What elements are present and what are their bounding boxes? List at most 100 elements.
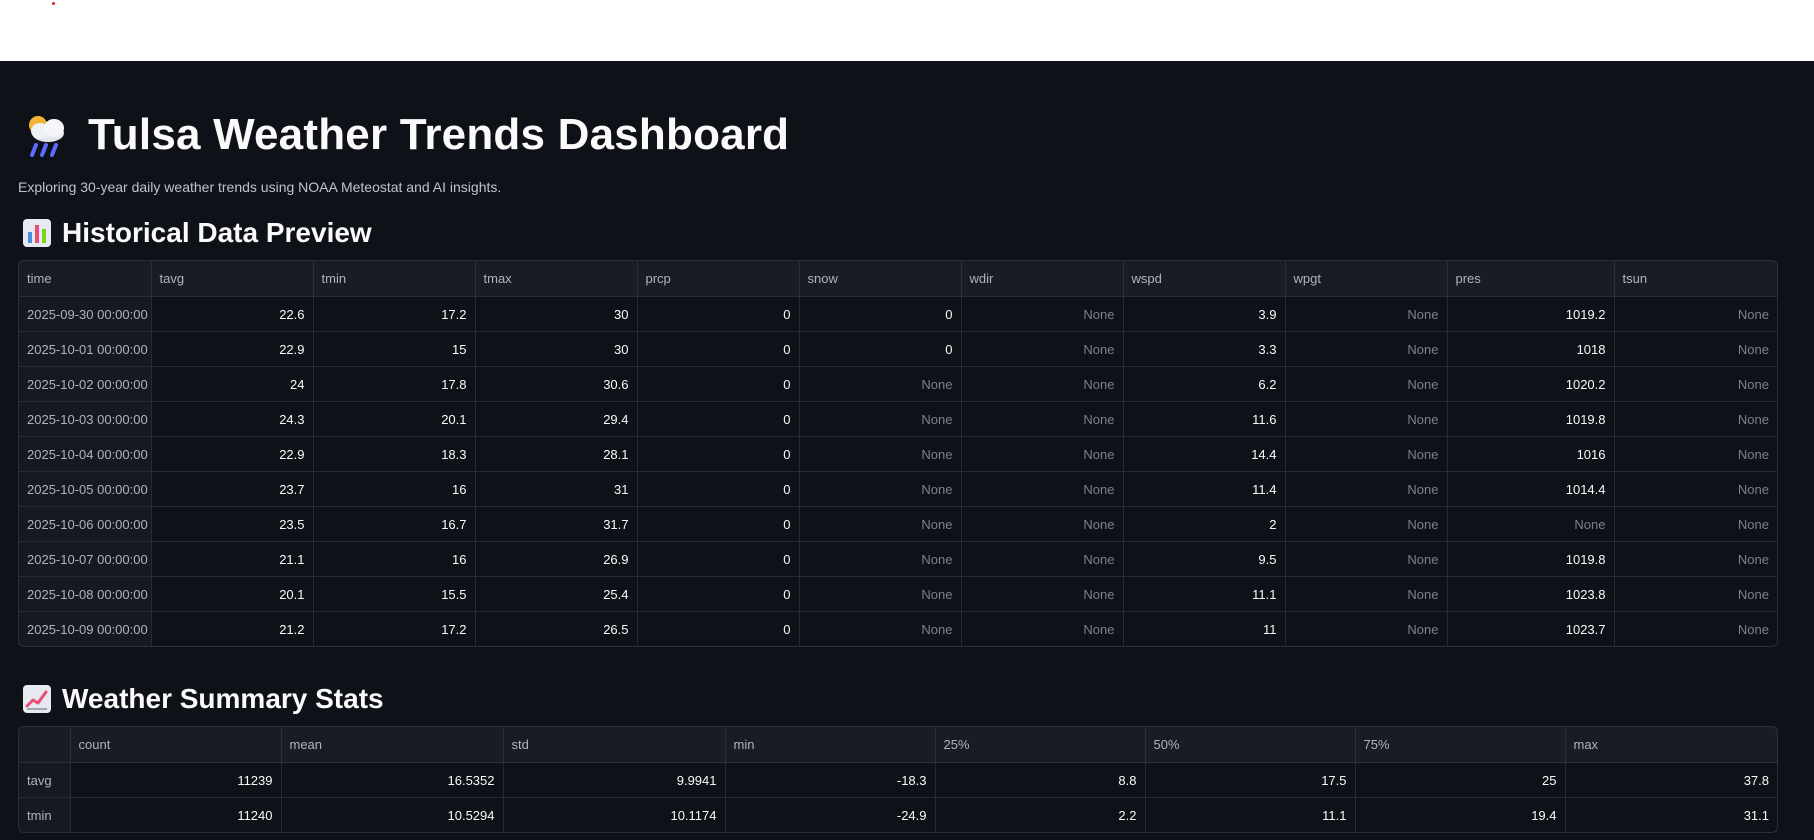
- table-cell[interactable]: None: [1285, 611, 1448, 646]
- table-cell[interactable]: None: [961, 436, 1124, 472]
- table-cell[interactable]: 25.4: [475, 576, 638, 612]
- table-cell[interactable]: None: [799, 506, 962, 542]
- historical-column-header[interactable]: wspd: [1123, 261, 1286, 297]
- table-cell[interactable]: 0: [637, 401, 800, 437]
- historical-column-header[interactable]: tmin: [313, 261, 476, 297]
- historical-column-header[interactable]: time: [19, 261, 152, 297]
- row-index-cell[interactable]: 2025-10-09 00:00:00: [19, 611, 152, 646]
- table-cell[interactable]: None: [1447, 506, 1615, 542]
- table-cell[interactable]: None: [1285, 576, 1448, 612]
- table-cell[interactable]: 11.6: [1123, 401, 1286, 437]
- table-cell[interactable]: 23.5: [151, 506, 314, 542]
- table-cell[interactable]: None: [1285, 541, 1448, 577]
- table-cell[interactable]: 0: [637, 506, 800, 542]
- table-cell[interactable]: 30: [475, 296, 638, 332]
- table-cell[interactable]: 29.4: [475, 401, 638, 437]
- summary-column-header[interactable]: 50%: [1145, 727, 1356, 763]
- historical-column-header[interactable]: snow: [799, 261, 962, 297]
- table-cell[interactable]: None: [799, 576, 962, 612]
- table-cell[interactable]: 0: [637, 366, 800, 402]
- table-cell[interactable]: 31: [475, 471, 638, 507]
- summary-stats-table[interactable]: count mean std min 25% 50% 75% max tavg 11239 16.…: [18, 726, 1778, 833]
- table-cell[interactable]: 3.3: [1123, 331, 1286, 367]
- table-cell[interactable]: 37.8: [1565, 762, 1777, 798]
- summary-column-header[interactable]: 75%: [1355, 727, 1566, 763]
- summary-column-header[interactable]: max: [1565, 727, 1777, 763]
- table-cell[interactable]: 28.1: [475, 436, 638, 472]
- table-cell[interactable]: 17.8: [313, 366, 476, 402]
- table-cell[interactable]: 1019.2: [1447, 296, 1615, 332]
- table-cell[interactable]: 11.1: [1145, 797, 1356, 832]
- historical-column-header[interactable]: prcp: [637, 261, 800, 297]
- table-cell[interactable]: None: [1737, 621, 1769, 637]
- table-cell[interactable]: 17.2: [313, 611, 476, 646]
- table-cell[interactable]: None: [799, 471, 962, 507]
- table-cell[interactable]: None: [1614, 576, 1777, 612]
- table-cell[interactable]: 17.2: [313, 296, 476, 332]
- row-index-cell[interactable]: 2025-10-03 00:00:00: [19, 401, 152, 437]
- table-cell[interactable]: None: [961, 401, 1124, 437]
- table-cell[interactable]: 16: [313, 471, 476, 507]
- table-cell[interactable]: 21.1: [151, 541, 314, 577]
- table-cell[interactable]: 15: [313, 331, 476, 367]
- table-cell[interactable]: 30: [475, 331, 638, 367]
- table-cell[interactable]: 1014.4: [1447, 471, 1615, 507]
- summary-column-header[interactable]: std: [503, 727, 726, 763]
- table-cell[interactable]: 2.2: [935, 797, 1146, 832]
- table-cell[interactable]: 1016: [1447, 436, 1615, 472]
- row-index-cell[interactable]: 2025-10-06 00:00:00: [19, 506, 152, 542]
- table-cell[interactable]: 0: [799, 331, 962, 367]
- table-cell[interactable]: 25: [1355, 762, 1566, 798]
- table-cell[interactable]: None: [961, 331, 1124, 367]
- summary-column-header[interactable]: count: [70, 727, 282, 763]
- table-cell[interactable]: 1020.2: [1447, 366, 1615, 402]
- historical-data-table[interactable]: time tavg tmin tmax prcp snow wdir wspd wpgt pres…: [18, 260, 1778, 647]
- table-cell[interactable]: 0: [637, 611, 800, 646]
- table-cell[interactable]: -18.3: [725, 762, 936, 798]
- row-index-cell[interactable]: 2025-09-30 00:00:00: [19, 296, 152, 332]
- table-cell[interactable]: 31.1: [1743, 807, 1769, 823]
- table-cell[interactable]: None: [1285, 366, 1448, 402]
- table-cell[interactable]: None: [1614, 401, 1777, 437]
- row-index-cell[interactable]: 2025-10-02 00:00:00: [19, 366, 152, 402]
- historical-column-header[interactable]: tavg: [151, 261, 314, 297]
- table-cell[interactable]: 11.4: [1123, 471, 1286, 507]
- table-cell[interactable]: 10.1174: [503, 797, 726, 832]
- table-cell[interactable]: None: [1285, 506, 1448, 542]
- table-cell[interactable]: 22.9: [151, 436, 314, 472]
- table-cell[interactable]: 26.9: [475, 541, 638, 577]
- table-cell[interactable]: 26.5: [475, 611, 638, 646]
- table-cell[interactable]: 0: [637, 296, 800, 332]
- row-index-cell[interactable]: 2025-10-08 00:00:00: [19, 576, 152, 612]
- summary-column-header[interactable]: mean: [281, 727, 504, 763]
- table-cell[interactable]: None: [1614, 436, 1777, 472]
- summary-column-header[interactable]: min: [725, 727, 936, 763]
- table-cell[interactable]: 24: [151, 366, 314, 402]
- table-cell[interactable]: 0: [637, 576, 800, 612]
- table-cell[interactable]: None: [1285, 436, 1448, 472]
- historical-column-header[interactable]: pres: [1447, 261, 1615, 297]
- table-cell[interactable]: 1019.8: [1447, 401, 1615, 437]
- table-cell[interactable]: 31.7: [475, 506, 638, 542]
- table-cell[interactable]: None: [1614, 541, 1777, 577]
- table-cell[interactable]: 11.1: [1123, 576, 1286, 612]
- table-cell[interactable]: 16.5352: [281, 762, 504, 798]
- table-cell[interactable]: 2: [1123, 506, 1286, 542]
- table-cell[interactable]: None: [961, 541, 1124, 577]
- table-cell[interactable]: 14.4: [1123, 436, 1286, 472]
- historical-column-header[interactable]: tsun: [1614, 261, 1777, 297]
- table-cell[interactable]: None: [961, 296, 1124, 332]
- table-cell[interactable]: None: [799, 541, 962, 577]
- table-cell[interactable]: 8.8: [935, 762, 1146, 798]
- table-cell[interactable]: 11240: [70, 797, 282, 832]
- table-cell[interactable]: None: [1614, 331, 1777, 367]
- historical-column-header[interactable]: wpgt: [1285, 261, 1448, 297]
- table-cell[interactable]: None: [1285, 471, 1448, 507]
- table-cell[interactable]: None: [1285, 401, 1448, 437]
- row-index-cell[interactable]: 2025-10-04 00:00:00: [19, 436, 152, 472]
- table-cell[interactable]: 18.3: [313, 436, 476, 472]
- table-cell[interactable]: 22.6: [151, 296, 314, 332]
- summary-column-header[interactable]: [19, 727, 71, 763]
- historical-column-header[interactable]: tmax: [475, 261, 638, 297]
- row-index-cell[interactable]: 2025-10-05 00:00:00: [19, 471, 152, 507]
